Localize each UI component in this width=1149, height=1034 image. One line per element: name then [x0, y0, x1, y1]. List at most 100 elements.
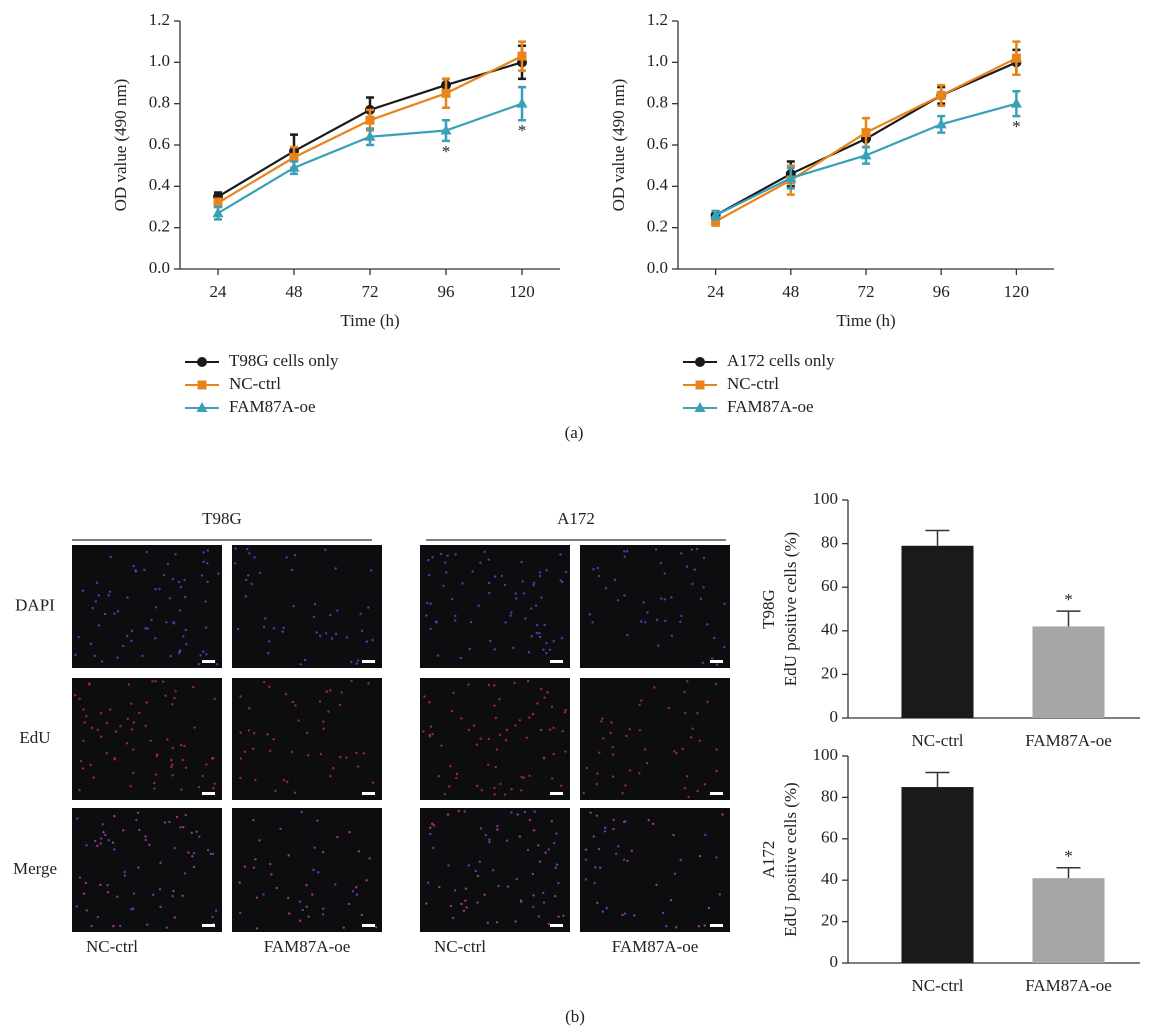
cell-dot — [595, 814, 599, 817]
cell-dot — [338, 703, 342, 707]
cell-dot — [703, 924, 706, 927]
cell-dot — [78, 876, 82, 879]
y-tick-label: 40 — [821, 620, 838, 639]
cell-dot — [510, 611, 513, 614]
cell-dot — [564, 570, 568, 574]
cell-dot — [171, 774, 174, 777]
cell-dot — [239, 911, 242, 915]
cell-dot — [174, 690, 177, 693]
cell-dot — [282, 626, 285, 630]
cell-dot — [324, 632, 328, 635]
cell-dot — [234, 547, 237, 550]
cell-dot — [715, 663, 719, 666]
cell-dot — [455, 776, 458, 780]
cell-dot — [553, 841, 556, 845]
cell-dot — [169, 654, 172, 658]
cell-dot — [547, 922, 551, 926]
cell-dot — [547, 848, 551, 851]
cell-dot — [553, 895, 557, 898]
cell-dot — [520, 789, 523, 792]
cell-dot — [322, 720, 325, 723]
cell-dot — [206, 848, 210, 852]
row-label: EdU — [19, 728, 50, 747]
cell-dot — [172, 889, 175, 893]
cell-dot — [138, 828, 141, 832]
cell-dot — [623, 555, 626, 558]
cell-dot — [538, 860, 542, 863]
cell-dot — [170, 765, 173, 769]
panel-label: (a) — [565, 423, 584, 442]
cell-dot — [623, 912, 627, 915]
cell-dot — [83, 721, 86, 724]
cell-dot — [99, 712, 103, 715]
cell-dot — [104, 833, 107, 837]
cell-dot — [535, 623, 539, 627]
cell-dot — [472, 724, 476, 727]
cell-dot — [469, 620, 473, 624]
cell-dot — [552, 752, 555, 756]
cell-dot — [681, 747, 684, 751]
cell-dot — [244, 595, 248, 598]
scale-bar — [710, 792, 723, 795]
cell-dot — [644, 621, 647, 624]
micrograph — [232, 808, 382, 932]
cell-dot — [360, 913, 363, 917]
cell-dot — [193, 726, 196, 729]
y-axis-label: OD value (490 nm) — [111, 79, 130, 212]
x-tick-label: FAM87A-oe — [1025, 976, 1112, 995]
scale-bar — [362, 924, 375, 927]
cell-dot — [184, 628, 187, 632]
cell-dot — [673, 872, 677, 875]
cell-dot — [426, 601, 429, 605]
marker — [441, 88, 451, 98]
cell-dot — [514, 920, 517, 923]
cell-dot — [475, 743, 479, 746]
cell-dot — [130, 629, 134, 633]
cell-dot — [177, 580, 181, 584]
cell-dot — [258, 571, 262, 575]
cell-dot — [679, 858, 682, 862]
cell-dot — [212, 786, 215, 790]
y-tick-label: 100 — [813, 745, 839, 764]
cell-dot — [192, 851, 196, 855]
cell-dot — [246, 547, 249, 551]
cell-dot — [284, 693, 288, 696]
micrograph — [420, 808, 570, 932]
cell-dot — [329, 774, 332, 778]
scale-bar — [202, 924, 215, 927]
cell-dot — [301, 908, 304, 912]
cell-dot — [715, 748, 718, 751]
cell-dot — [622, 858, 626, 862]
scale-bar — [710, 660, 723, 663]
cell-dot — [171, 577, 175, 581]
cell-dot — [371, 638, 374, 642]
annotation: * — [518, 121, 527, 140]
cell-dot — [116, 656, 119, 659]
cell-dot — [584, 878, 588, 881]
cell-dot — [601, 910, 605, 913]
cell-dot — [154, 587, 157, 591]
cell-dot — [679, 552, 683, 555]
y-tick-label: 0.6 — [149, 134, 170, 153]
cell-dot — [272, 738, 275, 741]
legend-marker — [196, 402, 208, 412]
cell-dot — [429, 832, 432, 836]
cell-dot — [268, 640, 271, 643]
cell-dot — [439, 552, 443, 556]
error-bar — [925, 529, 950, 546]
error-bar — [1056, 610, 1081, 627]
cell-dot — [336, 835, 339, 839]
cell-dot — [318, 700, 322, 703]
cell-dot — [467, 728, 471, 732]
cell-dot — [84, 881, 88, 885]
cell-dot — [150, 618, 153, 622]
cell-dot — [82, 739, 85, 743]
cell-dot — [638, 772, 641, 775]
bar — [1032, 626, 1105, 718]
cell-dot — [367, 606, 370, 609]
cell-dot — [144, 838, 147, 842]
cell-dot — [551, 777, 554, 780]
cell-dot — [369, 569, 373, 572]
micrograph — [232, 678, 382, 800]
cell-dot — [170, 758, 173, 762]
